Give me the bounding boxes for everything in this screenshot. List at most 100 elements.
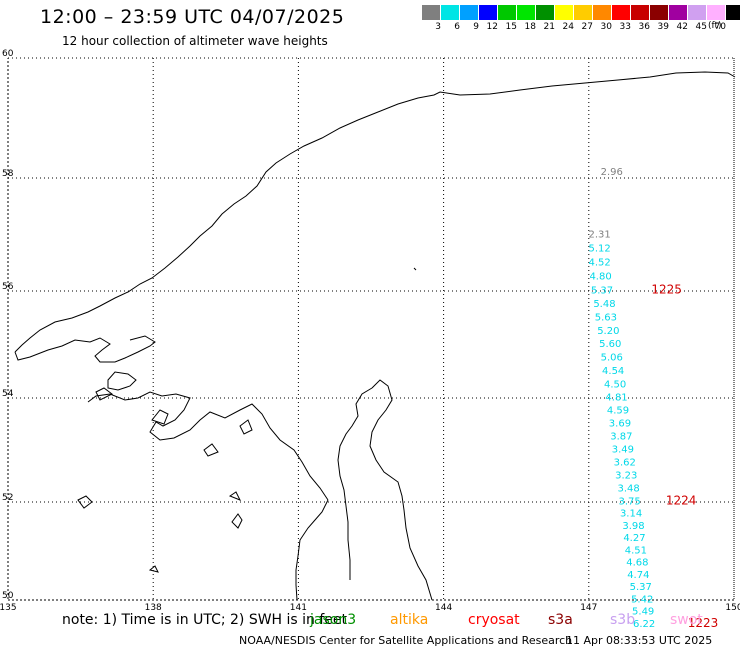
color-scale-unit: (ft) [708,21,722,31]
wave-height-reading: 4.80 [589,272,611,283]
latitude-tick-label: 54 [2,389,14,399]
wave-height-reading: 5.12 [588,243,610,254]
axis-tick-labels: 135 138 141 144 147 150 50 52 54 56 58 60 [0,49,740,613]
color-swatch-label: 12 [486,22,498,32]
wave-height-reading: 3.75 [618,496,640,507]
wave-height-reading: 5.48 [593,299,615,310]
color-swatch-label: 3 [435,22,441,32]
latitude-tick-label: 56 [2,282,14,292]
wave-height-reading: 4.59 [607,406,629,417]
wave-height-reading: 5.20 [597,326,619,337]
longitude-tick-label: 135 [0,603,17,613]
color-swatch [555,5,574,20]
credit-text: NOAA/NESDIS Center for Satellite Applica… [239,634,573,647]
color-swatch [726,5,740,20]
wave-height-reading: 4.81 [605,393,627,404]
latitude-tick-label: 58 [2,169,14,179]
wave-height-reading: 3.98 [622,521,644,532]
wave-height-reading: 4.68 [626,558,648,569]
color-swatch [612,5,631,20]
generated-timestamp: 11 Apr 08:33:53 UTC 2025 [566,634,713,647]
color-swatch-label: 30 [600,22,612,32]
longitude-tick-label: 141 [290,603,307,613]
map-frame [7,57,735,601]
color-swatch [669,5,688,20]
color-swatch-label: 24 [562,22,574,32]
color-swatch [650,5,669,20]
wave-height-reading: 3.49 [612,445,634,456]
longitude-tick-label: 138 [145,603,162,613]
color-swatch-label: 15 [505,22,517,32]
color-swatch-label: 21 [543,22,555,32]
wave-height-reading: 3.69 [609,419,631,430]
satellite-legend-item: s3b [610,612,636,628]
latitude-tick-label: 52 [2,493,13,503]
wave-height-reading: 2.31 [588,229,610,240]
chart-title: 12:00 – 23:59 UTC 04/07/2025 [40,6,345,28]
wave-height-reading: 5.37 [630,582,652,593]
wave-height-reading: 4.50 [604,379,626,390]
satellite-legend-item: jason3 [310,612,357,628]
color-swatch [479,5,498,20]
wave-height-reading: 3.48 [618,484,640,495]
wave-height-reading: 5.37 [591,286,613,297]
color-swatch [574,5,593,20]
footer-note: note: 1) Time is in UTC; 2) SWH is in fe… [62,612,348,628]
wave-height-reading: 6.22 [633,619,655,630]
wave-height-reading: 5.63 [595,312,617,323]
wave-height-reading: 4.52 [588,258,610,269]
satellite-track-readings: 2.96 2.31 5.12 4.52 4.80 5.37 5.48 5.63 5.20 5.60… [588,167,718,630]
chart-subtitle: 12 hour collection of altimeter wave hei… [62,34,328,48]
color-swatch [707,5,726,20]
wave-height-reading: 4.74 [627,570,649,581]
color-swatch [517,5,536,20]
wave-height-reading: 3.62 [614,458,636,469]
wave-height-reading: 2.96 [601,167,623,178]
color-swatch-label: 70 [714,22,726,32]
satellite-legend-item: swot [670,612,703,628]
small-islands [77,267,417,573]
color-swatch-label: 39 [657,22,669,32]
wave-height-reading: 4.51 [625,545,647,556]
wave-height-reading: 5.06 [601,353,623,364]
hokkaido-coast [231,513,243,529]
color-swatch [631,5,650,20]
wave-height-reading: 5.49 [632,607,654,618]
pass-time-label: 1224 [666,493,697,507]
wave-height-reading: 4.27 [623,533,645,544]
color-scale-bar [422,5,740,20]
northern-coastline [14,71,736,353]
color-swatch-label: 33 [619,22,631,32]
satellite-legend-item: s3a [548,612,573,628]
pass-time-label: 1225 [651,283,682,297]
color-swatch-label: 27 [581,22,593,32]
color-swatch [460,5,479,20]
color-swatch [536,5,555,20]
color-swatch-label: 18 [524,22,536,32]
wave-height-reading: 5.42 [631,594,653,605]
pass-time-label: 1223 [688,616,719,630]
wave-height-reading: 3.23 [615,471,637,482]
wave-height-reading: 4.54 [602,366,624,377]
western-coastline [14,335,156,363]
latitude-tick-label: 50 [2,591,14,601]
color-swatch-label: 45 [695,22,707,32]
color-swatch [441,5,460,20]
sakhalin-island [337,379,433,601]
longitude-tick-label: 147 [580,603,597,613]
color-swatch [688,5,707,20]
latitude-tick-label: 60 [2,49,14,59]
wave-height-reading: 3.14 [620,509,642,520]
color-swatch-label: 36 [638,22,650,32]
longitude-tick-label: 144 [435,603,452,613]
color-swatch [422,5,441,20]
color-swatch-label: 42 [676,22,688,32]
longitude-tick-label: 150 [725,603,740,613]
tatar-strait-coast [295,499,329,601]
color-swatch-label: 9 [473,22,479,32]
color-scale-labels: 3 6 9 12 15 18 21 24 27 30 33 36 39 42 45 70 [422,22,740,32]
wave-height-reading: 5.60 [599,339,621,350]
shantar-islands [95,371,137,401]
color-swatch [498,5,517,20]
